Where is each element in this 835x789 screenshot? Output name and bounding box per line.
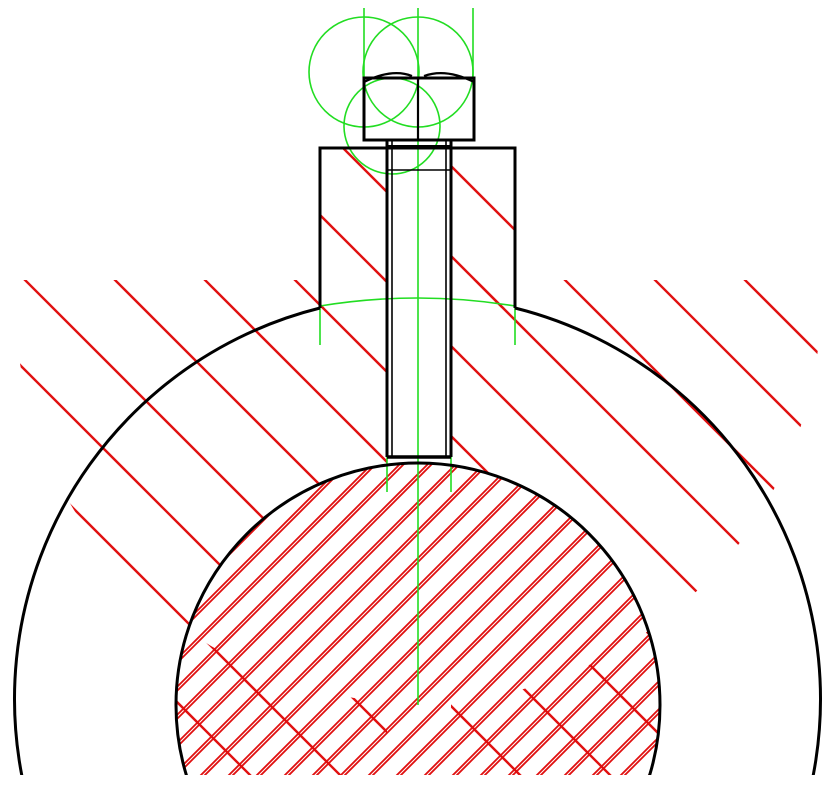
shaft-hatch-line bbox=[415, 463, 660, 775]
shaft-hatch-line bbox=[499, 463, 660, 775]
shaft-hatch-line bbox=[176, 463, 660, 775]
shaft-hatch-line bbox=[555, 463, 660, 775]
boss-hatch-line bbox=[0, 0, 195, 789]
shaft-hatch-line bbox=[243, 463, 660, 775]
boss-hatch-line bbox=[0, 0, 465, 789]
shaft-hatch-line bbox=[176, 463, 660, 775]
boss-hatch-line bbox=[0, 0, 285, 789]
hub-hatch-line bbox=[14, 280, 387, 775]
hub-hatch-line bbox=[451, 280, 466, 775]
shaft-hatch-line bbox=[303, 463, 660, 775]
shaft-hatch-line bbox=[635, 463, 660, 775]
shaft-hatch-line bbox=[176, 463, 660, 775]
shaft-hatch-line bbox=[176, 463, 660, 775]
shaft-hatch-line bbox=[275, 463, 660, 775]
hub-hatch-line bbox=[451, 280, 736, 775]
shaft-hatch-line bbox=[271, 463, 660, 775]
hub-hatch-line bbox=[14, 280, 387, 775]
shaft-hatch-line bbox=[443, 463, 660, 775]
hub-hatch-line bbox=[0, 0, 195, 789]
hub-hatch-line bbox=[14, 280, 16, 775]
hub-hatch-line bbox=[14, 280, 387, 775]
shaft-hatch-line bbox=[331, 463, 660, 775]
boss-hatch-line bbox=[0, 0, 735, 789]
boss-hatch-line bbox=[0, 0, 15, 789]
shaft-hatch-line bbox=[191, 463, 660, 775]
shaft-hatch-line bbox=[471, 463, 660, 775]
hub-hatch-line bbox=[14, 280, 196, 775]
shaft-hatch-line bbox=[176, 463, 660, 775]
boss-hatch-line bbox=[0, 0, 645, 789]
shaft-hatch-line bbox=[176, 463, 660, 775]
boss-hatch-line bbox=[0, 0, 15, 789]
boss-hatch-line bbox=[0, 0, 465, 789]
shaft-hatch-line bbox=[247, 463, 660, 775]
hub-hatch-line bbox=[0, 0, 15, 789]
outer-hub-ring bbox=[13, 306, 822, 775]
shaft-hatch-line bbox=[215, 463, 660, 775]
shaft-hatch-line bbox=[176, 463, 660, 775]
shaft-hatch-line bbox=[176, 463, 660, 775]
shaft-hatch-line bbox=[176, 463, 660, 775]
shaft-hatch-line bbox=[639, 463, 660, 775]
shaft-hatch-line bbox=[299, 463, 660, 775]
shaft-hatch-line bbox=[176, 463, 660, 775]
hex-head-chamfer bbox=[363, 71, 475, 83]
boss-hatch-line bbox=[0, 0, 735, 789]
boss-hatch-line bbox=[0, 0, 285, 789]
outlines bbox=[13, 71, 822, 775]
inner-shaft bbox=[174, 461, 662, 775]
shaft-hatch-line bbox=[692, 0, 835, 789]
shaft-hatch-line bbox=[359, 463, 660, 775]
boss-hatch-line bbox=[0, 0, 645, 789]
hub-construction-arc bbox=[319, 297, 516, 307]
hub-hatch-line bbox=[451, 280, 646, 775]
shaft-hatch-line bbox=[327, 463, 660, 775]
shaft-hatch-line bbox=[176, 463, 660, 775]
shaft-hatch-line bbox=[495, 463, 660, 775]
boss-block bbox=[318, 146, 517, 308]
shaft-hatch-line bbox=[583, 463, 660, 775]
shaft-hatch-line bbox=[176, 463, 660, 775]
hub-hatch-line bbox=[14, 280, 286, 775]
boss-hatch-line bbox=[0, 0, 195, 789]
shaft-hatch-line bbox=[176, 463, 660, 775]
shaft-hatch-line bbox=[187, 463, 660, 775]
shaft-hatch-line bbox=[219, 463, 660, 775]
shaft-hatch-line bbox=[696, 0, 835, 789]
hub-hatch-line bbox=[0, 0, 285, 789]
shaft-hatch-line bbox=[668, 0, 835, 789]
shaft-hatch-line bbox=[467, 463, 660, 775]
shaft-hatch-line bbox=[176, 463, 660, 775]
shaft-hatch-line bbox=[176, 463, 660, 775]
shaft-hatch-line bbox=[664, 0, 835, 789]
construction-lines bbox=[308, 8, 516, 705]
